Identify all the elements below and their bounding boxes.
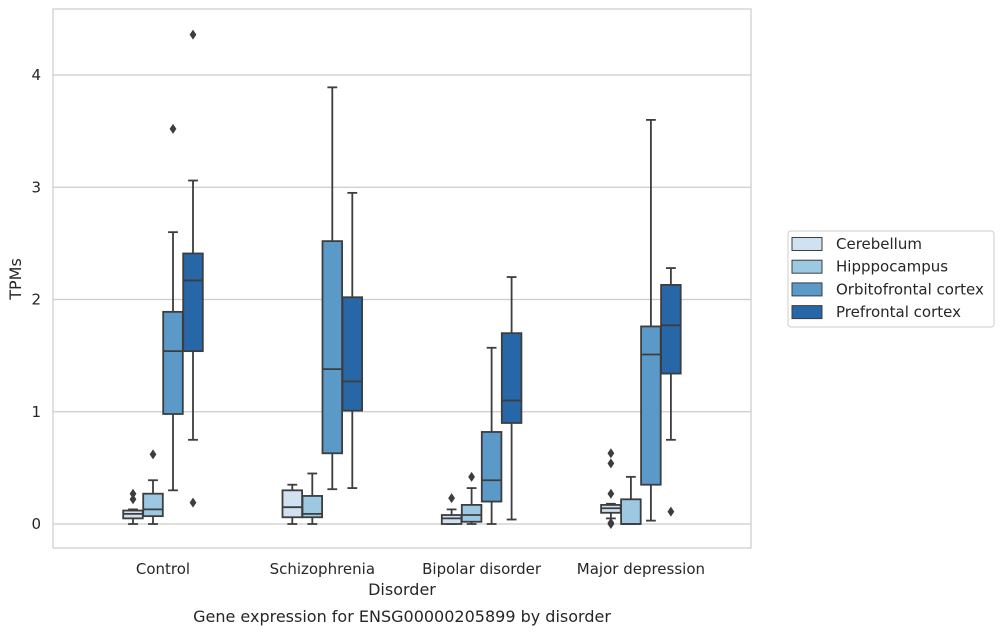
box-cerebellum-bipolar-disorder [440,493,463,525]
box-hipppocampus-bipolar-disorder [460,471,483,525]
outlier-point [189,29,197,40]
iqr-box [460,504,483,523]
y-tick-label: 2 [31,291,41,309]
x-axis-ticks: Control Schizophrenia Bipolar disorder Majo… [136,560,705,578]
legend-label: Prefrontal cortex [836,303,961,321]
iqr-box [301,495,324,519]
box-hipppocampus-major-depression [620,475,642,525]
y-tick-label: 1 [31,403,41,421]
box-prefrontal-cortex-control [182,29,204,508]
x-tick-label: Control [136,560,190,578]
legend-label: Hipppocampus [836,258,948,276]
box-orbitofrontal-cortex-control [162,123,184,492]
iqr-box [440,514,463,525]
boxes [122,29,682,529]
outlier-point [129,488,137,499]
box-hipppocampus-control [142,449,164,525]
y-tick-label: 0 [31,515,41,533]
outlier-point [468,471,475,482]
legend: Cerebellum Hipppocampus Orbitofrontal cort… [787,230,995,328]
x-tick-label: Bipolar disorder [422,560,542,578]
box-orbitofrontal-cortex-bipolar-disorder [480,346,503,525]
plot-area [52,8,752,549]
iqr-box [620,498,642,525]
iqr-box [480,431,503,503]
legend-label: Orbitofrontal cortex [836,280,984,298]
box-cerebellum-major-depression [600,448,622,529]
legend-swatch [791,282,823,297]
box-prefrontal-cortex-bipolar-disorder [500,276,523,521]
iqr-box [640,325,662,486]
outlier-point [448,493,455,504]
x-tick-label: Major depression [577,560,705,578]
outlier-point [607,448,615,459]
iqr-box [182,252,204,353]
legend-label: Cerebellum [836,235,922,253]
box-hipppocampus-schizophrenia [301,472,324,525]
outlier-point [189,497,197,508]
box-prefrontal-cortex-major-depression [660,267,682,517]
outlier-point [667,506,675,517]
iqr-box [660,284,682,375]
legend-swatch [791,305,823,320]
y-axis-ticks: 0 1 2 3 4 [31,66,41,533]
outlier-point [607,458,615,469]
iqr-box [321,240,344,455]
iqr-box [500,332,523,424]
legend-swatch [791,259,823,274]
y-tick-label: 3 [31,178,41,196]
box-orbitofrontal-cortex-major-depression [640,119,662,522]
iqr-box [281,489,304,519]
x-tick-label: Schizophrenia [270,560,375,578]
iqr-box [341,296,364,412]
chart-caption: Gene expression for ENSG00000205899 by d… [193,607,611,626]
box-cerebellum-control [122,488,144,525]
y-tick-label: 4 [31,66,41,84]
legend-frame [787,230,995,328]
outlier-point [169,123,177,134]
outlier-point [129,494,137,505]
box-prefrontal-cortex-schizophrenia [341,191,364,489]
outlier-point [607,517,615,528]
y-axis-label: TPMs [6,258,25,301]
legend-swatch [791,237,823,251]
iqr-box [162,310,184,415]
iqr-box [142,492,164,518]
x-axis-label: Disorder [368,580,436,599]
outlier-point [149,449,157,460]
outlier-point [607,488,615,499]
box-cerebellum-schizophrenia [281,483,304,525]
